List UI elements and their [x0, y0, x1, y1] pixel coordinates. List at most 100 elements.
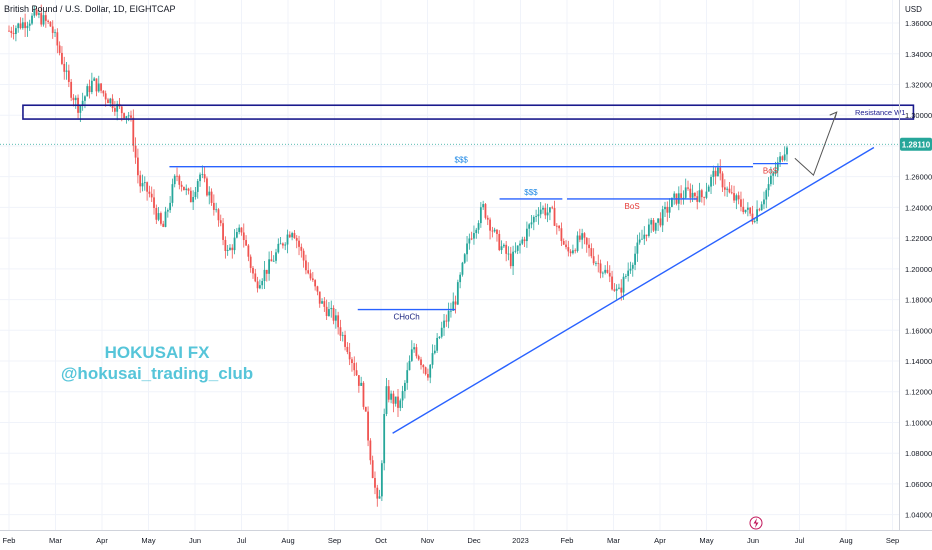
candle-body — [751, 213, 754, 222]
candle-body — [288, 234, 291, 238]
time-tick-label: Mar — [49, 536, 62, 545]
candle-body — [360, 382, 363, 386]
chart-grid — [0, 0, 899, 530]
time-tick-label: Jul — [237, 536, 247, 545]
candle-body — [141, 183, 144, 187]
candle-body — [295, 237, 298, 241]
candle-body — [746, 207, 749, 210]
candle-body — [217, 209, 220, 221]
candle-body — [139, 175, 142, 187]
candle-body — [173, 175, 176, 185]
candle-body — [659, 218, 662, 226]
candle-body — [212, 202, 215, 210]
candle-body — [687, 187, 689, 189]
candle-body — [113, 108, 116, 112]
candle-body — [8, 30, 10, 32]
candle-body — [737, 195, 740, 200]
price-tick-label: 1.14000 — [905, 357, 932, 366]
projection-path — [794, 111, 838, 176]
candle-body — [723, 187, 726, 190]
candle-body — [680, 193, 683, 198]
candle-body — [588, 244, 590, 249]
candle-body — [321, 301, 323, 304]
candle-body — [201, 174, 204, 175]
candle-body — [420, 359, 422, 366]
candle-body — [369, 440, 372, 461]
candle-body — [638, 239, 641, 243]
candle-body — [277, 243, 280, 253]
candle-body — [286, 234, 289, 245]
candle-body — [102, 90, 105, 94]
candle-body — [714, 170, 717, 177]
price-tick-label: 1.22000 — [905, 234, 932, 243]
price-axis[interactable]: 1.04000 1.06000 1.08000 1.10000 1.12000 1.140… — [905, 19, 932, 520]
candle-body — [512, 251, 514, 267]
price-tick-label: 1.32000 — [905, 80, 932, 89]
candle-body — [235, 232, 238, 238]
time-tick-label: Oct — [375, 536, 388, 545]
label-bos1: BoS — [625, 202, 640, 211]
candle-body — [491, 230, 494, 232]
candle-body — [74, 97, 77, 101]
candle-body — [300, 246, 303, 251]
candle-body — [544, 207, 547, 216]
time-tick-label: Apr — [654, 536, 666, 545]
candle-body — [433, 350, 436, 354]
candle-body — [51, 26, 54, 33]
candle-body — [194, 191, 197, 198]
candle-body — [691, 192, 694, 198]
candle-body — [440, 327, 443, 337]
candle-body — [473, 233, 475, 239]
candle-body — [740, 199, 742, 207]
candle-body — [180, 184, 183, 187]
candle-body — [689, 188, 692, 198]
candle-body — [592, 256, 595, 264]
candle-body — [599, 263, 602, 274]
candle-body — [443, 320, 445, 328]
time-tick-label: Sep — [886, 536, 899, 545]
candle-body — [696, 196, 699, 202]
candle-body — [786, 147, 788, 155]
candle-body — [558, 225, 561, 229]
candle-body — [597, 262, 600, 264]
candle-body — [601, 272, 604, 274]
candle-body — [698, 190, 701, 202]
candle-body — [79, 105, 82, 113]
price-tick-label: 1.08000 — [905, 449, 932, 458]
candle-body — [657, 218, 659, 223]
candle-body — [84, 96, 86, 101]
candle-body — [684, 187, 687, 198]
candlestick-series — [8, 4, 788, 507]
candle-body — [530, 222, 533, 225]
chart-annotations: Resistance W1 $$$ $$$ BoS BoS CHoCh — [0, 104, 915, 434]
time-tick-label: Aug — [281, 536, 294, 545]
time-tick-label: 2023 — [512, 536, 529, 545]
time-tick-label: Jun — [189, 536, 201, 545]
candle-body — [35, 10, 38, 15]
candle-body — [90, 80, 93, 93]
projection-arrowhead — [829, 111, 838, 120]
lightning-icon[interactable] — [749, 516, 763, 530]
candle-body — [65, 70, 68, 72]
candle-body — [12, 32, 15, 35]
candle-body — [240, 227, 243, 233]
candle-body — [185, 188, 188, 191]
resistance-label: Resistance W1 — [855, 108, 905, 117]
time-axis[interactable]: Feb Mar Apr May Jun Jul Aug Sep Oct Nov Dec 2023 Feb… — [3, 536, 900, 545]
candle-body — [555, 225, 558, 227]
candle-body — [749, 207, 752, 214]
candle-body — [631, 264, 634, 269]
candle-body — [505, 244, 508, 254]
candle-body — [779, 156, 781, 163]
candle-body — [254, 273, 257, 282]
candle-body — [539, 209, 542, 215]
candle-body — [572, 250, 574, 254]
candle-body — [100, 83, 102, 91]
candle-body — [357, 375, 360, 386]
candle-body — [81, 100, 84, 106]
candle-body — [624, 275, 627, 277]
candle-body — [567, 247, 570, 252]
candle-body — [622, 276, 625, 293]
candle-body — [569, 251, 572, 254]
